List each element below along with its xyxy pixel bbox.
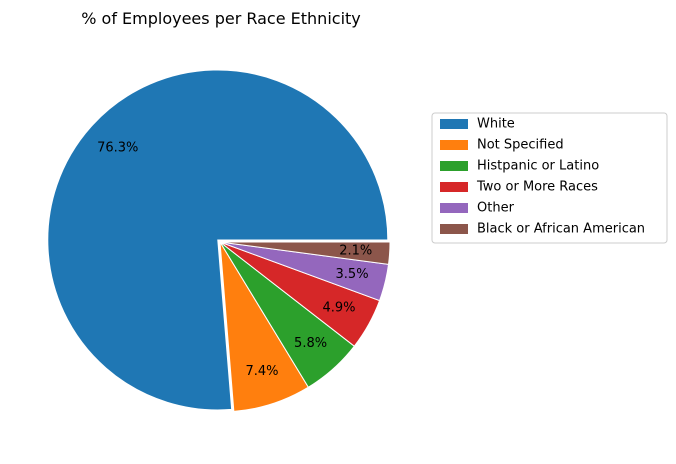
legend-swatch-histpanic-or-latino [440,161,468,171]
legend-label-other: Other [477,201,515,216]
legend: White Not Specified Histpanic or Latino Two… [431,112,668,244]
legend-label-white: White [477,117,515,132]
legend-label-black-or-african-american: Black or African American [477,222,645,237]
legend-label-histpanic-or-latino: Histpanic or Latino [477,159,599,174]
legend-label-not-specified: Not Specified [477,138,564,153]
pie-label-two-or-more-races: 4.9% [322,300,355,315]
pie-percent-labels: 76.3% 7.4% 5.8% 4.9% 3.5% 2.1% [97,140,372,379]
chart-title: % of Employees per Race Ethnicity [81,9,361,28]
legend-label-two-or-more-races: Two or More Races [476,180,598,195]
pie-slices [47,69,391,412]
pie-slice-white [47,69,389,411]
pie-label-black-or-african-american: 2.1% [339,243,372,258]
legend-swatch-two-or-more-races [440,182,468,192]
legend-swatch-black-or-african-american [440,224,468,234]
pie-label-other: 3.5% [336,267,369,282]
pie-label-not-specified: 7.4% [246,364,279,379]
legend-swatch-not-specified [440,140,468,150]
pie-label-histpanic-or-latino: 5.8% [294,336,327,351]
pie-label-white: 76.3% [97,140,138,155]
pie-slice-black-or-african-american [219,241,391,265]
legend-frame [431,112,668,244]
legend-swatch-other [440,203,468,213]
legend-swatch-white [440,119,468,129]
